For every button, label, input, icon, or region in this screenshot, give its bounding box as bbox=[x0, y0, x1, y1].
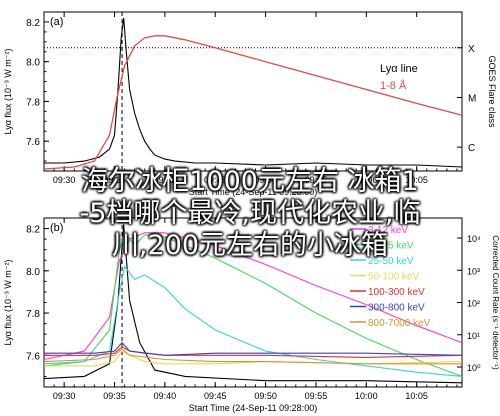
panel-label: (a) bbox=[50, 16, 63, 28]
x-tick-label: 10:05 bbox=[405, 391, 428, 401]
x-tick-label: 09:30 bbox=[53, 391, 76, 401]
legend-entry: 3-12 keV bbox=[368, 225, 408, 236]
overlay-text-line-1: 海尔冰柜1000元左右 冰箱1 bbox=[81, 166, 419, 197]
panel-label: (b) bbox=[50, 222, 63, 234]
right-axis-label: 10⁴ bbox=[467, 234, 481, 244]
y-tick-label: 8.0 bbox=[26, 267, 40, 278]
series-line-3-12-kev bbox=[43, 232, 463, 361]
right-axis-label: 10² bbox=[467, 299, 480, 309]
right-axis-label: M bbox=[468, 93, 476, 104]
y-tick-label: 8.0 bbox=[26, 58, 40, 69]
y-tick-label: 7.8 bbox=[26, 97, 40, 108]
legend-entry: 100-300 keV bbox=[368, 287, 425, 298]
x-tick-label: 09:50 bbox=[254, 391, 277, 401]
x-axis-label: Start Time (24-Sep-11 09:28:00) bbox=[189, 403, 317, 413]
x-tick-label: 09:45 bbox=[204, 391, 227, 401]
y-tick-label: 7.6 bbox=[26, 351, 40, 362]
series-line-ly- bbox=[43, 224, 463, 384]
legend-entry: 25-50 keV bbox=[368, 256, 414, 267]
x-tick-label: 10:00 bbox=[355, 175, 378, 185]
x-tick-label: 10:00 bbox=[355, 391, 378, 401]
right-axis-label: C bbox=[468, 143, 475, 154]
overlay-text-line-3: 川,200元左右的小冰箱 bbox=[111, 230, 389, 261]
right-axis-title: Corrected Count Rate (s⁻¹ detector⁻¹) bbox=[491, 235, 500, 370]
right-axis-label: 10¹ bbox=[467, 331, 480, 341]
x-tick-label: 09:35 bbox=[103, 391, 126, 401]
x-tick-label: 09:55 bbox=[305, 391, 328, 401]
x-tick-label: 09:45 bbox=[204, 175, 227, 185]
legend-entry: 800-7000 keV bbox=[368, 318, 431, 329]
x-tick-label: 09:40 bbox=[154, 175, 177, 185]
x-tick-label: 09:50 bbox=[254, 175, 277, 185]
x-tick-label: 09:55 bbox=[305, 175, 328, 185]
y-axis-label: Lyα flux (10⁻³ W m⁻²) bbox=[3, 49, 13, 135]
legend-entry: Lyα line bbox=[380, 63, 418, 75]
y-tick-label: 7.8 bbox=[26, 309, 40, 320]
right-axis-label: 10³ bbox=[467, 266, 480, 276]
x-tick-label: 09:35 bbox=[103, 175, 126, 185]
series-line-ly-line bbox=[44, 17, 463, 168]
x-tick-label: 10:05 bbox=[405, 175, 428, 185]
right-axis-label: X bbox=[468, 44, 475, 55]
right-axis-title: GOES Flare class bbox=[487, 55, 497, 128]
x-tick-label: 09:30 bbox=[53, 175, 76, 185]
legend-entry: 1-8 Å bbox=[380, 79, 407, 92]
legend-entry: 50-100 keV bbox=[368, 272, 419, 283]
series-line-800-7000-kev bbox=[43, 348, 462, 365]
overlay-text-line-2: -5档哪个最冷,现代化农业,临 bbox=[79, 198, 421, 229]
series-line-1-8- bbox=[43, 35, 463, 170]
y-tick-label: 7.6 bbox=[26, 137, 40, 148]
right-axis-label: 10⁰ bbox=[467, 363, 481, 373]
x-axis-label: Start Time (24-Sep-11 09:28:00) bbox=[189, 187, 317, 197]
legend-entry: 300-800 keV bbox=[368, 303, 425, 314]
legend-entry: 12-25 keV bbox=[368, 241, 414, 252]
y-tick-label: 8.2 bbox=[26, 18, 40, 29]
y-tick-label: 8.2 bbox=[26, 225, 40, 236]
x-tick-label: 09:40 bbox=[154, 391, 177, 401]
series-line-12-25-kev bbox=[43, 231, 463, 377]
y-axis-label: Lyα flux (10⁻³ W m⁻²) bbox=[3, 260, 13, 346]
series-line-300-800-kev bbox=[44, 341, 463, 356]
